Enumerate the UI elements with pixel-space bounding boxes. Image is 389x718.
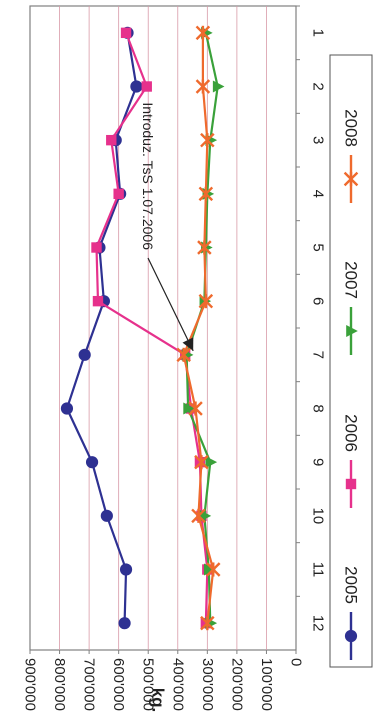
data-point-2008 <box>195 25 211 41</box>
data-point-2005 <box>85 456 99 469</box>
legend-label: 2007 <box>342 261 361 299</box>
category-tick-label: 9 <box>310 458 327 466</box>
category-tick-label: 5 <box>310 243 327 251</box>
data-point-2008 <box>191 508 206 524</box>
category-tick-label: 2 <box>310 82 327 90</box>
legend-marker <box>345 478 357 490</box>
data-point-2006 <box>106 134 117 146</box>
plot-area <box>29 5 297 651</box>
legend: 2005 2006 2007 2008 <box>329 54 373 668</box>
value-tick-label: 800'000 <box>51 658 68 711</box>
data-point-2005 <box>119 563 133 576</box>
legend-label: 2008 <box>342 109 361 147</box>
legend-item-2006: 2006 <box>342 414 361 508</box>
legend-marker <box>346 325 358 337</box>
data-point-2006 <box>141 81 152 92</box>
category-tick-label: 12 <box>310 615 327 632</box>
value-tick-label: 300'000 <box>199 658 216 711</box>
data-point-2007 <box>204 563 216 576</box>
data-point-2006 <box>92 295 104 307</box>
category-tick-label: 10 <box>310 507 327 524</box>
legend-marker <box>344 629 358 643</box>
data-point-2007 <box>183 402 195 415</box>
value-tick-label: 200'000 <box>228 658 245 711</box>
category-tick-label: 6 <box>310 297 327 305</box>
annotation-text: Introduz. TsS 1.07.2006 <box>140 102 156 250</box>
category-tick-label: 3 <box>310 136 327 144</box>
value-axis-ticks: 0 100'000 200'000 300'000 400'000 500'000 600'… <box>22 650 305 711</box>
gridlines <box>59 6 267 650</box>
data-point-2008 <box>205 562 221 577</box>
legend-label: 2006 <box>342 414 361 452</box>
annotation-arrow-head <box>182 337 194 351</box>
data-point-2007 <box>212 80 225 93</box>
value-tick-label: 900'000 <box>22 658 39 711</box>
legend-item-2008: 2008 <box>342 109 361 203</box>
series-2008 <box>176 25 221 631</box>
value-tick-label: 100'000 <box>258 658 275 711</box>
value-tick-label: 500'000 <box>140 658 157 711</box>
data-point-2008 <box>188 401 203 416</box>
category-tick-label: 7 <box>310 351 327 359</box>
data-point-2005 <box>60 402 74 415</box>
y-axis-label: kg. <box>149 688 168 713</box>
data-point-2005 <box>118 617 131 630</box>
annotation: Introduz. TsS 1.07.2006 <box>140 102 194 352</box>
legend-marker <box>343 171 359 187</box>
legend-item-2007: 2007 <box>342 261 361 355</box>
data-point-2008 <box>198 293 214 309</box>
series-line-2005 <box>65 32 138 624</box>
legend-label: 2005 <box>342 566 361 604</box>
data-point-2008 <box>197 240 212 255</box>
data-point-2006 <box>91 242 102 253</box>
category-tick-label: 1 <box>310 29 327 37</box>
value-tick-label: 400'000 <box>169 658 186 711</box>
value-tick-label: 0 <box>288 658 305 666</box>
data-point-2005 <box>100 509 113 522</box>
data-point-2008 <box>195 79 211 94</box>
data-point-2008 <box>200 615 215 631</box>
data-point-2006 <box>120 27 132 39</box>
data-point-2008 <box>176 347 191 363</box>
value-tick-label: 600'000 <box>110 658 127 711</box>
category-tick-label: 8 <box>310 404 327 412</box>
data-point-2006 <box>113 188 124 200</box>
series-line-2006 <box>95 32 209 624</box>
data-point-2005 <box>130 80 143 93</box>
value-tick-label: 700'000 <box>81 658 98 711</box>
category-tick-label: 4 <box>310 190 327 198</box>
data-point-2008 <box>200 132 215 148</box>
category-tick-label: 11 <box>310 562 327 578</box>
annotation-arrow-line <box>147 257 194 352</box>
series-line-2008 <box>182 32 215 624</box>
data-point-2008 <box>198 186 214 202</box>
series-group <box>60 25 225 631</box>
data-point-2005 <box>78 348 91 361</box>
data-point-2008 <box>194 454 209 470</box>
data-point-2007 <box>205 456 218 469</box>
legend-item-2005: 2005 <box>342 566 361 660</box>
